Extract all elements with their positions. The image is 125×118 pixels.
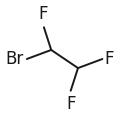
Text: F: F: [38, 5, 47, 23]
Text: F: F: [66, 95, 76, 113]
Text: Br: Br: [5, 50, 23, 68]
Text: F: F: [105, 50, 114, 68]
